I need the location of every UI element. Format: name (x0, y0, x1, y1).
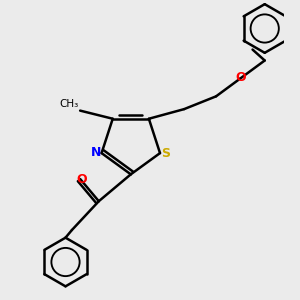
Text: S: S (160, 147, 169, 160)
Text: O: O (236, 70, 246, 84)
Text: O: O (76, 173, 87, 186)
Text: N: N (91, 146, 101, 159)
Text: CH₃: CH₃ (59, 99, 78, 109)
